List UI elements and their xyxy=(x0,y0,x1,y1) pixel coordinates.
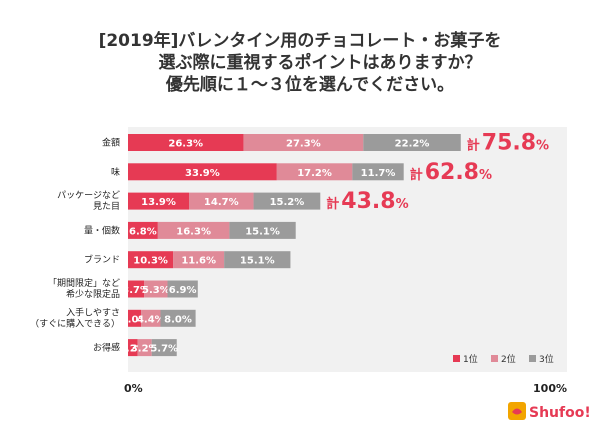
category-label: ブランド xyxy=(84,254,120,266)
legend-label: 2位 xyxy=(501,353,516,365)
data-label: 15.2% xyxy=(270,197,305,208)
legend-label: 1位 xyxy=(463,353,478,365)
data-label: 3.2% xyxy=(131,344,159,355)
category-label: 量・個数 xyxy=(84,224,120,236)
bar-segment-2 xyxy=(157,221,230,239)
bar-segment-3 xyxy=(160,309,196,327)
bar-segment-1 xyxy=(128,163,277,181)
total-unit: % xyxy=(396,197,409,212)
title-line-2: 選ぶ際に重視するポイントはありますか？ xyxy=(158,53,482,73)
bar-segment-2 xyxy=(189,192,254,210)
bar-segment-1 xyxy=(128,221,158,239)
bar-segment-2 xyxy=(243,134,364,151)
total-label: 計62.8% xyxy=(410,160,492,185)
data-label: 11.6% xyxy=(181,256,216,267)
category-label: 金額 xyxy=(102,137,120,149)
shufoo-logo-basket xyxy=(512,408,522,415)
bar-segment-3 xyxy=(253,192,321,210)
category-label: 入手しやすさ（すぐに購入できる） xyxy=(30,306,120,329)
data-label: 11.7% xyxy=(361,168,396,179)
data-label: 33.9% xyxy=(185,168,220,179)
shufoo-logo-text: Shufoo! xyxy=(529,405,591,421)
category-label-line: 希少な限定品 xyxy=(66,288,120,300)
total-unit: % xyxy=(479,168,492,183)
category-label-line: パッケージなど xyxy=(57,190,120,201)
bar-segment-2 xyxy=(144,280,168,298)
bar-segment-3 xyxy=(151,339,177,357)
bar-segment-1 xyxy=(128,280,145,298)
data-label: 10.3% xyxy=(133,256,168,267)
x-tick-label: 100% xyxy=(533,382,567,395)
category-label-line: 見た目 xyxy=(93,201,120,212)
bar-segment-1 xyxy=(128,309,142,327)
data-label: 14.7% xyxy=(204,197,239,208)
title-line-3: 優先順に１〜３位を選んでください。 xyxy=(165,75,455,95)
legend-swatch-3 xyxy=(529,355,536,362)
total-unit: % xyxy=(536,139,549,154)
total-value: 43.8 xyxy=(341,189,395,214)
bar-segment-3 xyxy=(224,251,291,269)
total-label: 計75.8% xyxy=(467,131,549,156)
bar-segment-1 xyxy=(128,134,244,151)
category-label: 「期間限定」など希少な限定品 xyxy=(48,277,120,300)
data-label: 26.3% xyxy=(168,139,203,150)
total-prefix: 計 xyxy=(326,196,339,212)
category-label-line: 「期間限定」など xyxy=(48,277,120,289)
category-label-line: 入手しやすさ xyxy=(66,306,120,318)
category-label: お得感 xyxy=(93,342,120,354)
bar-segment-1 xyxy=(128,251,174,269)
legend-swatch-2 xyxy=(491,355,498,362)
total-value: 62.8 xyxy=(425,160,479,185)
total-value: 75.8 xyxy=(482,131,536,156)
category-label-line: （すぐに購入できる） xyxy=(30,317,120,329)
data-label: 17.2% xyxy=(297,168,332,179)
total-prefix: 計 xyxy=(467,138,480,154)
chart-title: [2019年]バレンタイン用のチョコレート・お菓子を 選ぶ際に重視するポイントは… xyxy=(0,30,600,96)
data-label: 3.7% xyxy=(122,285,150,296)
category-label: パッケージなど見た目 xyxy=(57,190,120,212)
data-label: 5.3% xyxy=(142,285,170,296)
legend-swatch-1 xyxy=(453,355,460,362)
data-label: 6.9% xyxy=(169,285,197,296)
bar-segment-3 xyxy=(167,280,198,298)
x-tick-label: 0% xyxy=(124,382,143,395)
data-label: 16.3% xyxy=(176,226,211,237)
data-label: 27.3% xyxy=(286,139,321,150)
legend-label: 3位 xyxy=(539,353,554,365)
bar-segment-2 xyxy=(141,309,161,327)
data-label: 22.2% xyxy=(395,139,430,150)
bar-segment-2 xyxy=(173,251,225,269)
bar-segment-2 xyxy=(137,339,152,357)
data-label: 8.0% xyxy=(164,314,192,325)
data-label: 4.4% xyxy=(137,314,165,325)
bar-segment-3 xyxy=(229,221,296,239)
bar-segment-1 xyxy=(128,339,138,357)
title-line-1: [2019年]バレンタイン用のチョコレート・お菓子を xyxy=(98,31,502,51)
total-label: 計43.8% xyxy=(326,189,408,214)
data-label: 5.7% xyxy=(150,344,178,355)
shufoo-logo: Shufoo! xyxy=(508,402,591,421)
data-label: 15.1% xyxy=(240,256,275,267)
data-label: 15.1% xyxy=(245,226,280,237)
total-prefix: 計 xyxy=(410,167,423,183)
data-label: 6.8% xyxy=(129,226,157,237)
category-label: 味 xyxy=(111,166,120,178)
bar-segment-3 xyxy=(352,163,404,181)
data-label: 13.9% xyxy=(141,197,176,208)
bar-segment-2 xyxy=(276,163,353,181)
bar-segment-3 xyxy=(363,134,461,151)
data-label: 3.0% xyxy=(121,314,149,325)
data-label: 2.2% xyxy=(119,344,147,355)
bar-segment-1 xyxy=(128,192,190,210)
